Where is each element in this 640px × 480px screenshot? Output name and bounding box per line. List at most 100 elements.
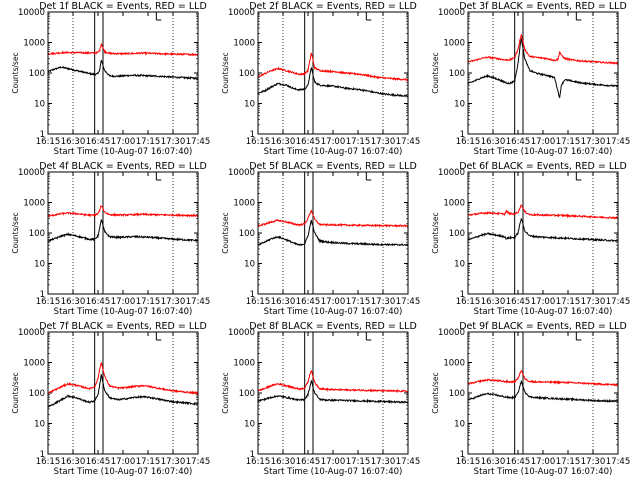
x-tick-label: 17:30 — [371, 137, 396, 147]
shaded-interval — [304, 331, 314, 455]
y-axis-title: Counts/sec — [431, 52, 440, 93]
y-tick-label: 10 — [454, 260, 465, 270]
chart-title: Det 8f BLACK = Events, RED = LLD — [249, 321, 417, 332]
x-axis-title: Start Time (10-Aug-07 16:07:40) — [264, 147, 403, 157]
y-tick-label: 10 — [34, 420, 45, 430]
x-axis-title: Start Time (10-Aug-07 16:07:40) — [474, 307, 613, 317]
y-tick-label: 10 — [244, 260, 255, 270]
y-tick-label: 1 — [460, 450, 465, 460]
plot-frame — [467, 171, 619, 295]
y-axis-title: Counts/sec — [431, 372, 440, 413]
x-tick-label: 17:00 — [321, 457, 346, 467]
x-tick-label: 16:45 — [296, 457, 321, 467]
x-tick-label: 16:15 — [246, 297, 271, 307]
x-axis-title: Start Time (10-Aug-07 16:07:40) — [54, 307, 193, 317]
chart-panel-2: Det 2f BLACK = Events, RED = LLD 1 10 100 10… — [221, 1, 420, 157]
y-tick-label: 1 — [250, 290, 255, 300]
y-tick-label: 10 — [244, 100, 255, 110]
plot-frame — [47, 11, 199, 135]
x-tick-label: 17:30 — [371, 457, 396, 467]
series-line-events — [467, 38, 619, 99]
x-tick-label: 16:30 — [61, 137, 86, 147]
series-line-lld — [47, 42, 199, 57]
y-tick-label: 1 — [460, 290, 465, 300]
x-tick-label: 17:15 — [556, 457, 581, 467]
x-axis-title: Start Time (10-Aug-07 16:07:40) — [474, 467, 613, 477]
shaded-interval — [514, 331, 524, 455]
x-tick-label: 17:00 — [531, 137, 556, 147]
x-tick-label: 17:15 — [346, 457, 371, 467]
series-line-events — [47, 219, 199, 243]
y-tick-label: 100 — [239, 69, 255, 79]
y-tick-label: 10000 — [228, 328, 255, 338]
y-tick-label: 100 — [449, 69, 465, 79]
x-axis-title: Start Time (10-Aug-07 16:07:40) — [54, 467, 193, 477]
x-tick-label: 16:45 — [506, 137, 531, 147]
series-line-lld — [257, 209, 408, 228]
chart-panel-8: Det 8f BLACK = Events, RED = LLD 1 10 100 10… — [221, 321, 420, 477]
y-axis-title: Counts/sec — [221, 372, 230, 413]
chart-title: Det 5f BLACK = Events, RED = LLD — [249, 161, 417, 172]
x-tick-label: 17:45 — [186, 297, 211, 307]
chart-panel-5: Det 5f BLACK = Events, RED = LLD 1 10 100 10… — [221, 161, 420, 317]
y-tick-label: 10000 — [438, 168, 465, 178]
x-tick-label: 17:00 — [531, 297, 556, 307]
x-tick-label: 17:30 — [161, 297, 186, 307]
plot-frame — [257, 11, 409, 135]
y-tick-label: 1000 — [233, 39, 255, 49]
y-tick-label: 100 — [29, 389, 45, 399]
series-line-lld — [467, 204, 619, 220]
x-tick-label: 16:30 — [61, 457, 86, 467]
chart-title: Det 3f BLACK = Events, RED = LLD — [459, 1, 627, 12]
y-tick-label: 1000 — [443, 359, 465, 369]
x-tick-label: 17:00 — [531, 457, 556, 467]
series-line-lld — [467, 369, 619, 387]
x-tick-label: 17:30 — [581, 457, 606, 467]
y-tick-label: 10 — [34, 260, 45, 270]
chart-title: Det 1f BLACK = Events, RED = LLD — [39, 1, 207, 12]
y-tick-label: 10 — [244, 420, 255, 430]
y-tick-label: 1 — [250, 130, 255, 140]
series-line-events — [467, 218, 619, 243]
x-tick-label: 17:45 — [606, 457, 631, 467]
x-tick-label: 17:45 — [606, 137, 631, 147]
x-tick-label: 17:15 — [136, 457, 161, 467]
plot-frame — [467, 11, 619, 135]
x-tick-label: 16:15 — [36, 137, 61, 147]
y-tick-label: 10 — [454, 420, 465, 430]
x-tick-label: 16:15 — [456, 457, 481, 467]
x-tick-label: 16:45 — [506, 297, 531, 307]
x-tick-label: 16:15 — [36, 297, 61, 307]
y-tick-label: 100 — [449, 389, 465, 399]
plot-frame — [257, 331, 409, 455]
x-tick-label: 16:30 — [271, 137, 296, 147]
y-axis-title: Counts/sec — [431, 212, 440, 253]
x-tick-label: 16:30 — [271, 297, 296, 307]
y-axis-title: Counts/sec — [221, 212, 230, 253]
x-tick-label: 17:45 — [396, 297, 421, 307]
series-line-events — [468, 379, 619, 404]
y-tick-label: 10000 — [228, 168, 255, 178]
series-line-lld — [257, 369, 409, 393]
y-tick-label: 10 — [34, 100, 45, 110]
y-tick-label: 100 — [239, 229, 255, 239]
chart-panel-7: Det 7f BLACK = Events, RED = LLD 1 10 100 10… — [11, 321, 210, 477]
chart-panel-3: Det 3f BLACK = Events, RED = LLD 1 10 100 10… — [431, 1, 630, 157]
x-tick-label: 16:45 — [506, 457, 531, 467]
plot-frame — [467, 331, 619, 455]
x-tick-label: 17:15 — [556, 297, 581, 307]
series-line-lld — [257, 52, 409, 82]
series-line-events — [257, 219, 409, 247]
y-axis-title: Counts/sec — [11, 212, 20, 253]
x-tick-label: 16:45 — [86, 137, 111, 147]
x-tick-label: 16:30 — [61, 297, 86, 307]
x-tick-label: 17:15 — [346, 137, 371, 147]
x-tick-label: 16:45 — [296, 297, 321, 307]
y-tick-label: 1000 — [443, 39, 465, 49]
x-tick-label: 17:00 — [321, 297, 346, 307]
x-tick-label: 17:15 — [346, 297, 371, 307]
x-tick-label: 16:30 — [481, 297, 506, 307]
series-line-lld — [47, 362, 199, 396]
chart-panel-9: Det 9f BLACK = Events, RED = LLD 1 10 100 10… — [431, 321, 630, 477]
